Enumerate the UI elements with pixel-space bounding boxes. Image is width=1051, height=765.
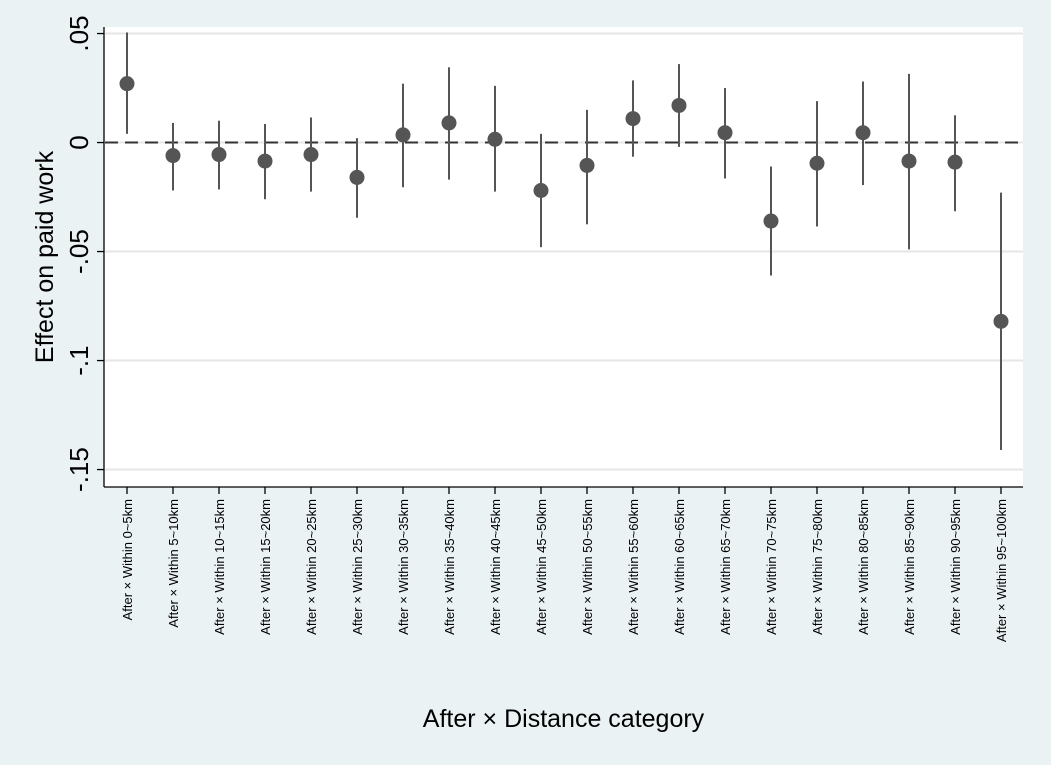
x-axis-ticks: After × Within 0~5km After × Within 5~10k… [120,487,1009,642]
x-tick-label: After × Within 20~25km [304,499,319,635]
y-tick-label: 0 [64,135,94,149]
x-tick-label: After × Within 95~100km [994,499,1009,642]
y-tick-label: -.15 [64,447,94,492]
point-estimate [993,313,1009,329]
x-tick-label: After × Within 90~95km [948,499,963,635]
point-estimate [349,169,365,185]
y-tick-label: -.05 [64,229,94,274]
point-estimate [441,115,457,131]
point-estimate [533,183,549,199]
x-tick-label: After × Within 10~15km [212,499,227,635]
point-estimate [165,148,181,164]
point-estimate [763,213,779,229]
x-tick-label: After × Within 40~45km [488,499,503,635]
point-estimate [947,154,963,170]
point-estimate [395,127,411,143]
y-tick-label: .05 [64,15,94,51]
x-tick-label: After × Within 85~90km [902,499,917,635]
point-estimate [625,111,641,127]
x-tick-label: After × Within 80~85km [856,499,871,635]
x-tick-label: After × Within 55~60km [626,499,641,635]
x-axis-title: After × Distance category [423,705,705,733]
point-estimate [257,153,273,169]
point-estimate [809,155,825,171]
x-tick-label: After × Within 30~35km [396,499,411,635]
point-estimate [671,97,687,113]
x-tick-label: After × Within 70~75km [764,499,779,635]
point-estimate [717,125,733,141]
x-tick-label: After × Within 50~55km [580,499,595,635]
x-tick-label: After × Within 0~5km [120,499,135,620]
point-estimate [211,147,227,163]
point-estimate [901,153,917,169]
x-tick-label: After × Within 15~20km [258,499,273,635]
x-tick-label: After × Within 5~10km [166,499,181,628]
point-estimate [303,147,319,163]
x-tick-label: After × Within 60~65km [672,499,687,635]
y-axis-title: Effect on paid work [31,150,59,363]
point-estimates [119,76,1009,329]
point-estimate [855,125,871,141]
point-estimate [487,131,503,147]
x-tick-label: After × Within 75~80km [810,499,825,635]
x-tick-label: After × Within 25~30km [350,499,365,635]
x-tick-label: After × Within 35~40km [442,499,457,635]
x-tick-label: After × Within 45~50km [534,499,549,635]
plot-area [104,27,1023,487]
point-estimate [119,76,135,92]
y-axis-ticks: .05 0 -.05 -.1 -.15 [64,15,104,492]
point-estimate [579,157,595,173]
y-tick-label: -.1 [64,345,94,375]
x-tick-label: After × Within 65~70km [718,499,733,635]
